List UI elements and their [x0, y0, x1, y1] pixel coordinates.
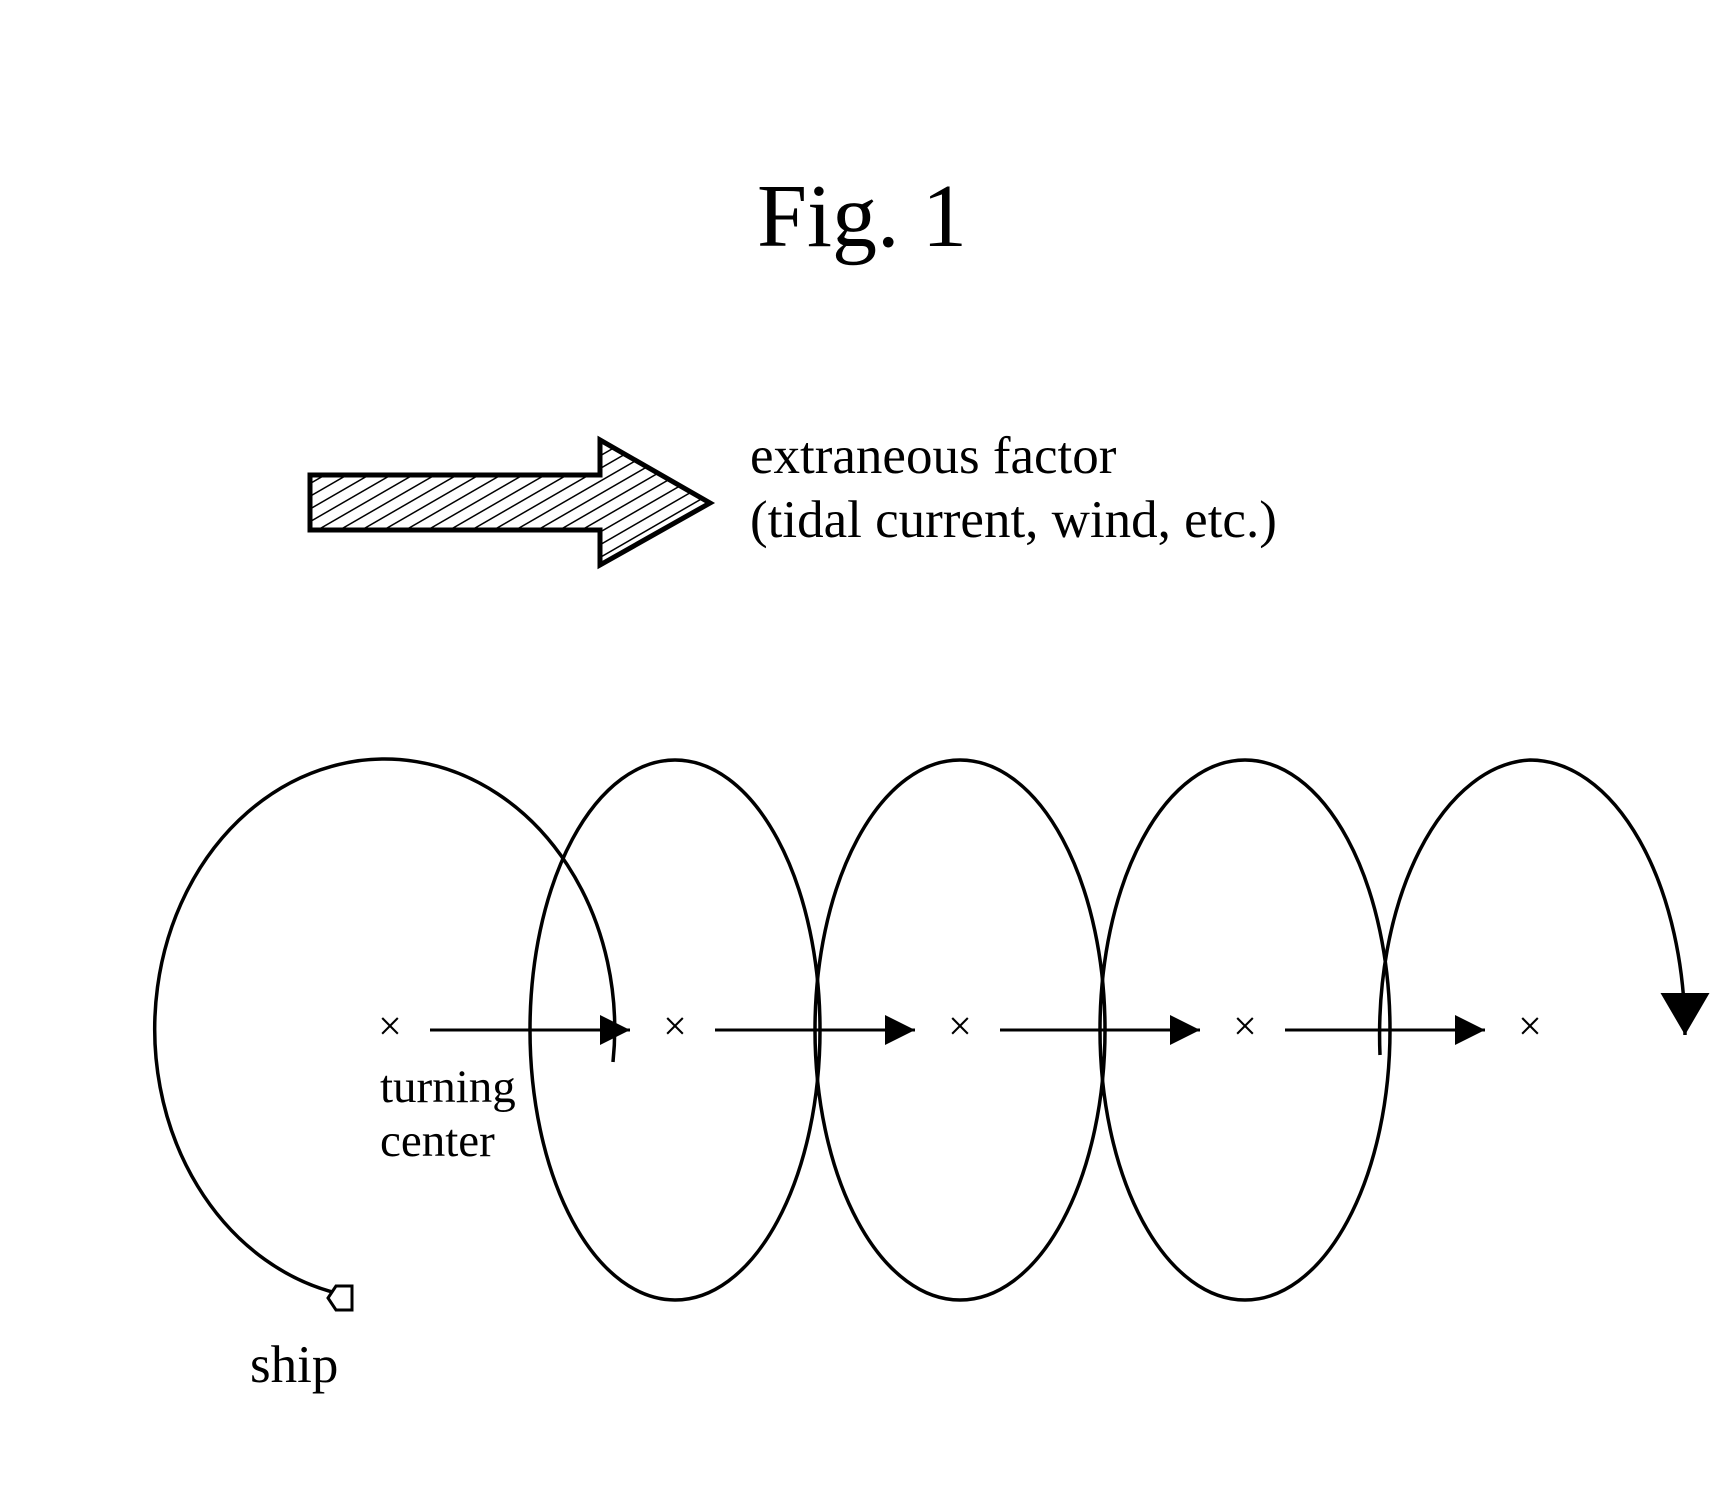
- diagram-svg: × × × × ×: [130, 700, 1630, 1400]
- extraneous-factor-label: extraneous factor (tidal current, wind, …: [750, 425, 1277, 552]
- turning-diagram: × × × × × turning center ship: [130, 700, 1630, 1400]
- ship-label: ship: [250, 1335, 338, 1395]
- center-marker-1: ×: [378, 1004, 402, 1050]
- extraneous-line1: extraneous factor: [750, 425, 1277, 489]
- extraneous-arrow: [300, 425, 750, 585]
- center-marker-4: ×: [1233, 1004, 1257, 1050]
- center-marker-5: ×: [1518, 1004, 1542, 1050]
- turning-line1: turning: [380, 1060, 516, 1114]
- center-marker-2: ×: [663, 1004, 687, 1050]
- figure-title: Fig. 1: [0, 165, 1724, 268]
- turning-line2: center: [380, 1114, 516, 1168]
- ship-icon: [328, 1286, 352, 1310]
- turning-center-label: turning center: [380, 1060, 516, 1168]
- extraneous-line2: (tidal current, wind, etc.): [750, 489, 1277, 553]
- center-marker-3: ×: [948, 1004, 972, 1050]
